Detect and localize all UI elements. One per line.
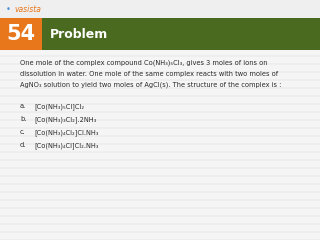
Text: •: • [5,5,11,13]
Text: [Co(NH₃)₅Cl]Cl₂: [Co(NH₃)₅Cl]Cl₂ [34,103,84,110]
Text: d.: d. [20,142,26,148]
Text: c.: c. [20,129,26,135]
Text: b.: b. [20,116,26,122]
Text: a.: a. [20,103,26,109]
Text: dissolution in water. One mole of the same complex reacts with two moles of: dissolution in water. One mole of the sa… [20,71,278,77]
FancyBboxPatch shape [0,0,320,18]
Text: vasista: vasista [14,5,41,13]
Text: AgNO₃ solution to yield two moles of AgCl(s). The structure of the complex is :: AgNO₃ solution to yield two moles of AgC… [20,82,281,89]
Text: One mole of the complex compound Co(NH₃)₅Cl₃, gives 3 moles of ions on: One mole of the complex compound Co(NH₃)… [20,60,268,66]
FancyBboxPatch shape [0,50,320,240]
Text: Problem: Problem [50,28,108,41]
Text: [Co(NH₃)₄Cl]Cl₂.NH₃: [Co(NH₃)₄Cl]Cl₂.NH₃ [34,142,98,149]
FancyBboxPatch shape [0,18,42,50]
Text: [Co(NH₃)₃Cl₂].2NH₃: [Co(NH₃)₃Cl₂].2NH₃ [34,116,96,123]
FancyBboxPatch shape [42,18,320,50]
Text: 54: 54 [6,24,36,44]
Text: [Co(NH₃)₄Cl₂]Cl.NH₃: [Co(NH₃)₄Cl₂]Cl.NH₃ [34,129,98,136]
